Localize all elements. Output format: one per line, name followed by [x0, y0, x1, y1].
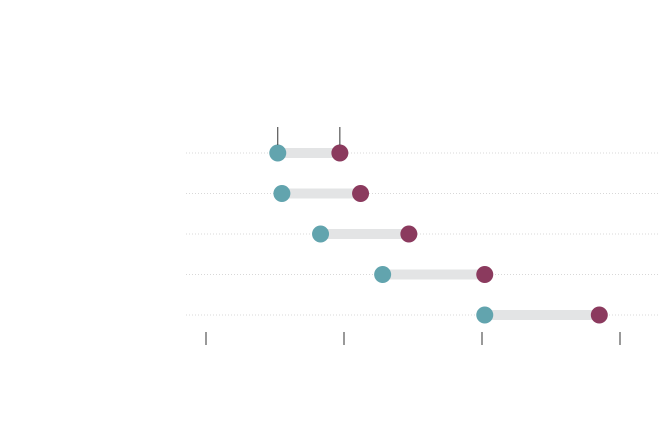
dot — [590, 306, 608, 324]
dot — [400, 225, 418, 243]
dot — [352, 185, 370, 202]
dot — [374, 266, 392, 283]
dot — [269, 144, 287, 162]
dot — [312, 225, 330, 243]
dot — [273, 185, 291, 202]
dot — [476, 266, 494, 283]
dot — [331, 144, 349, 162]
dot — [476, 306, 494, 324]
